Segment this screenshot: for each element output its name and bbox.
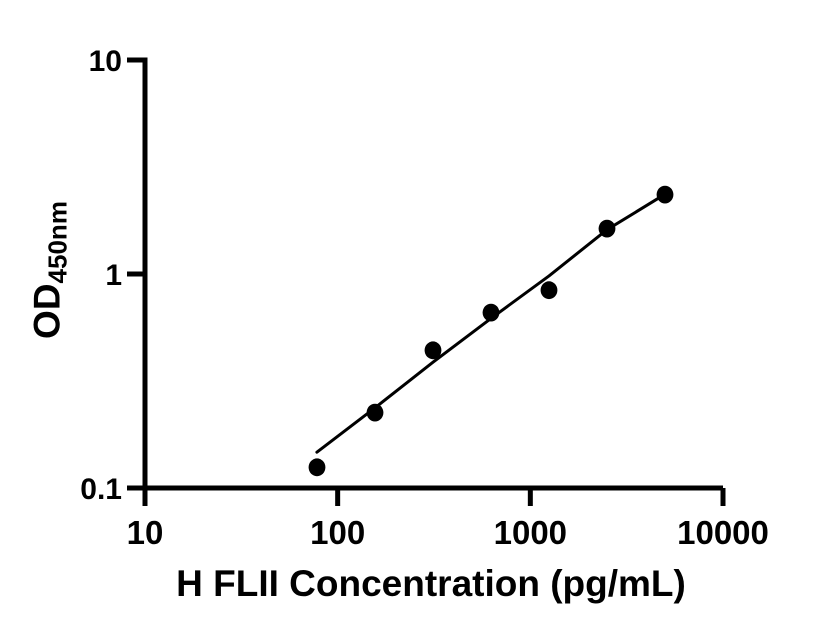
y-axis-title: OD450nm (27, 201, 74, 339)
data-point (308, 458, 326, 477)
x-axis-title: H FLII Concentration (pg/mL) (176, 563, 686, 604)
y-axis-title-subscript: 450nm (42, 201, 73, 284)
data-point (540, 281, 558, 300)
y-tick-label: 1 (105, 259, 122, 292)
x-tick-label: 10 (127, 514, 164, 551)
x-tick-label: 10000 (677, 514, 769, 551)
fit-line (315, 192, 667, 454)
y-tick-label: 10 (89, 45, 122, 78)
y-tick-label: 0.1 (80, 473, 122, 506)
x-tick-label: 1000 (494, 514, 567, 551)
y-axis-title-main: OD (26, 283, 68, 339)
x-tick-label: 100 (310, 514, 365, 551)
data-point (366, 403, 384, 422)
data-point (424, 341, 442, 360)
